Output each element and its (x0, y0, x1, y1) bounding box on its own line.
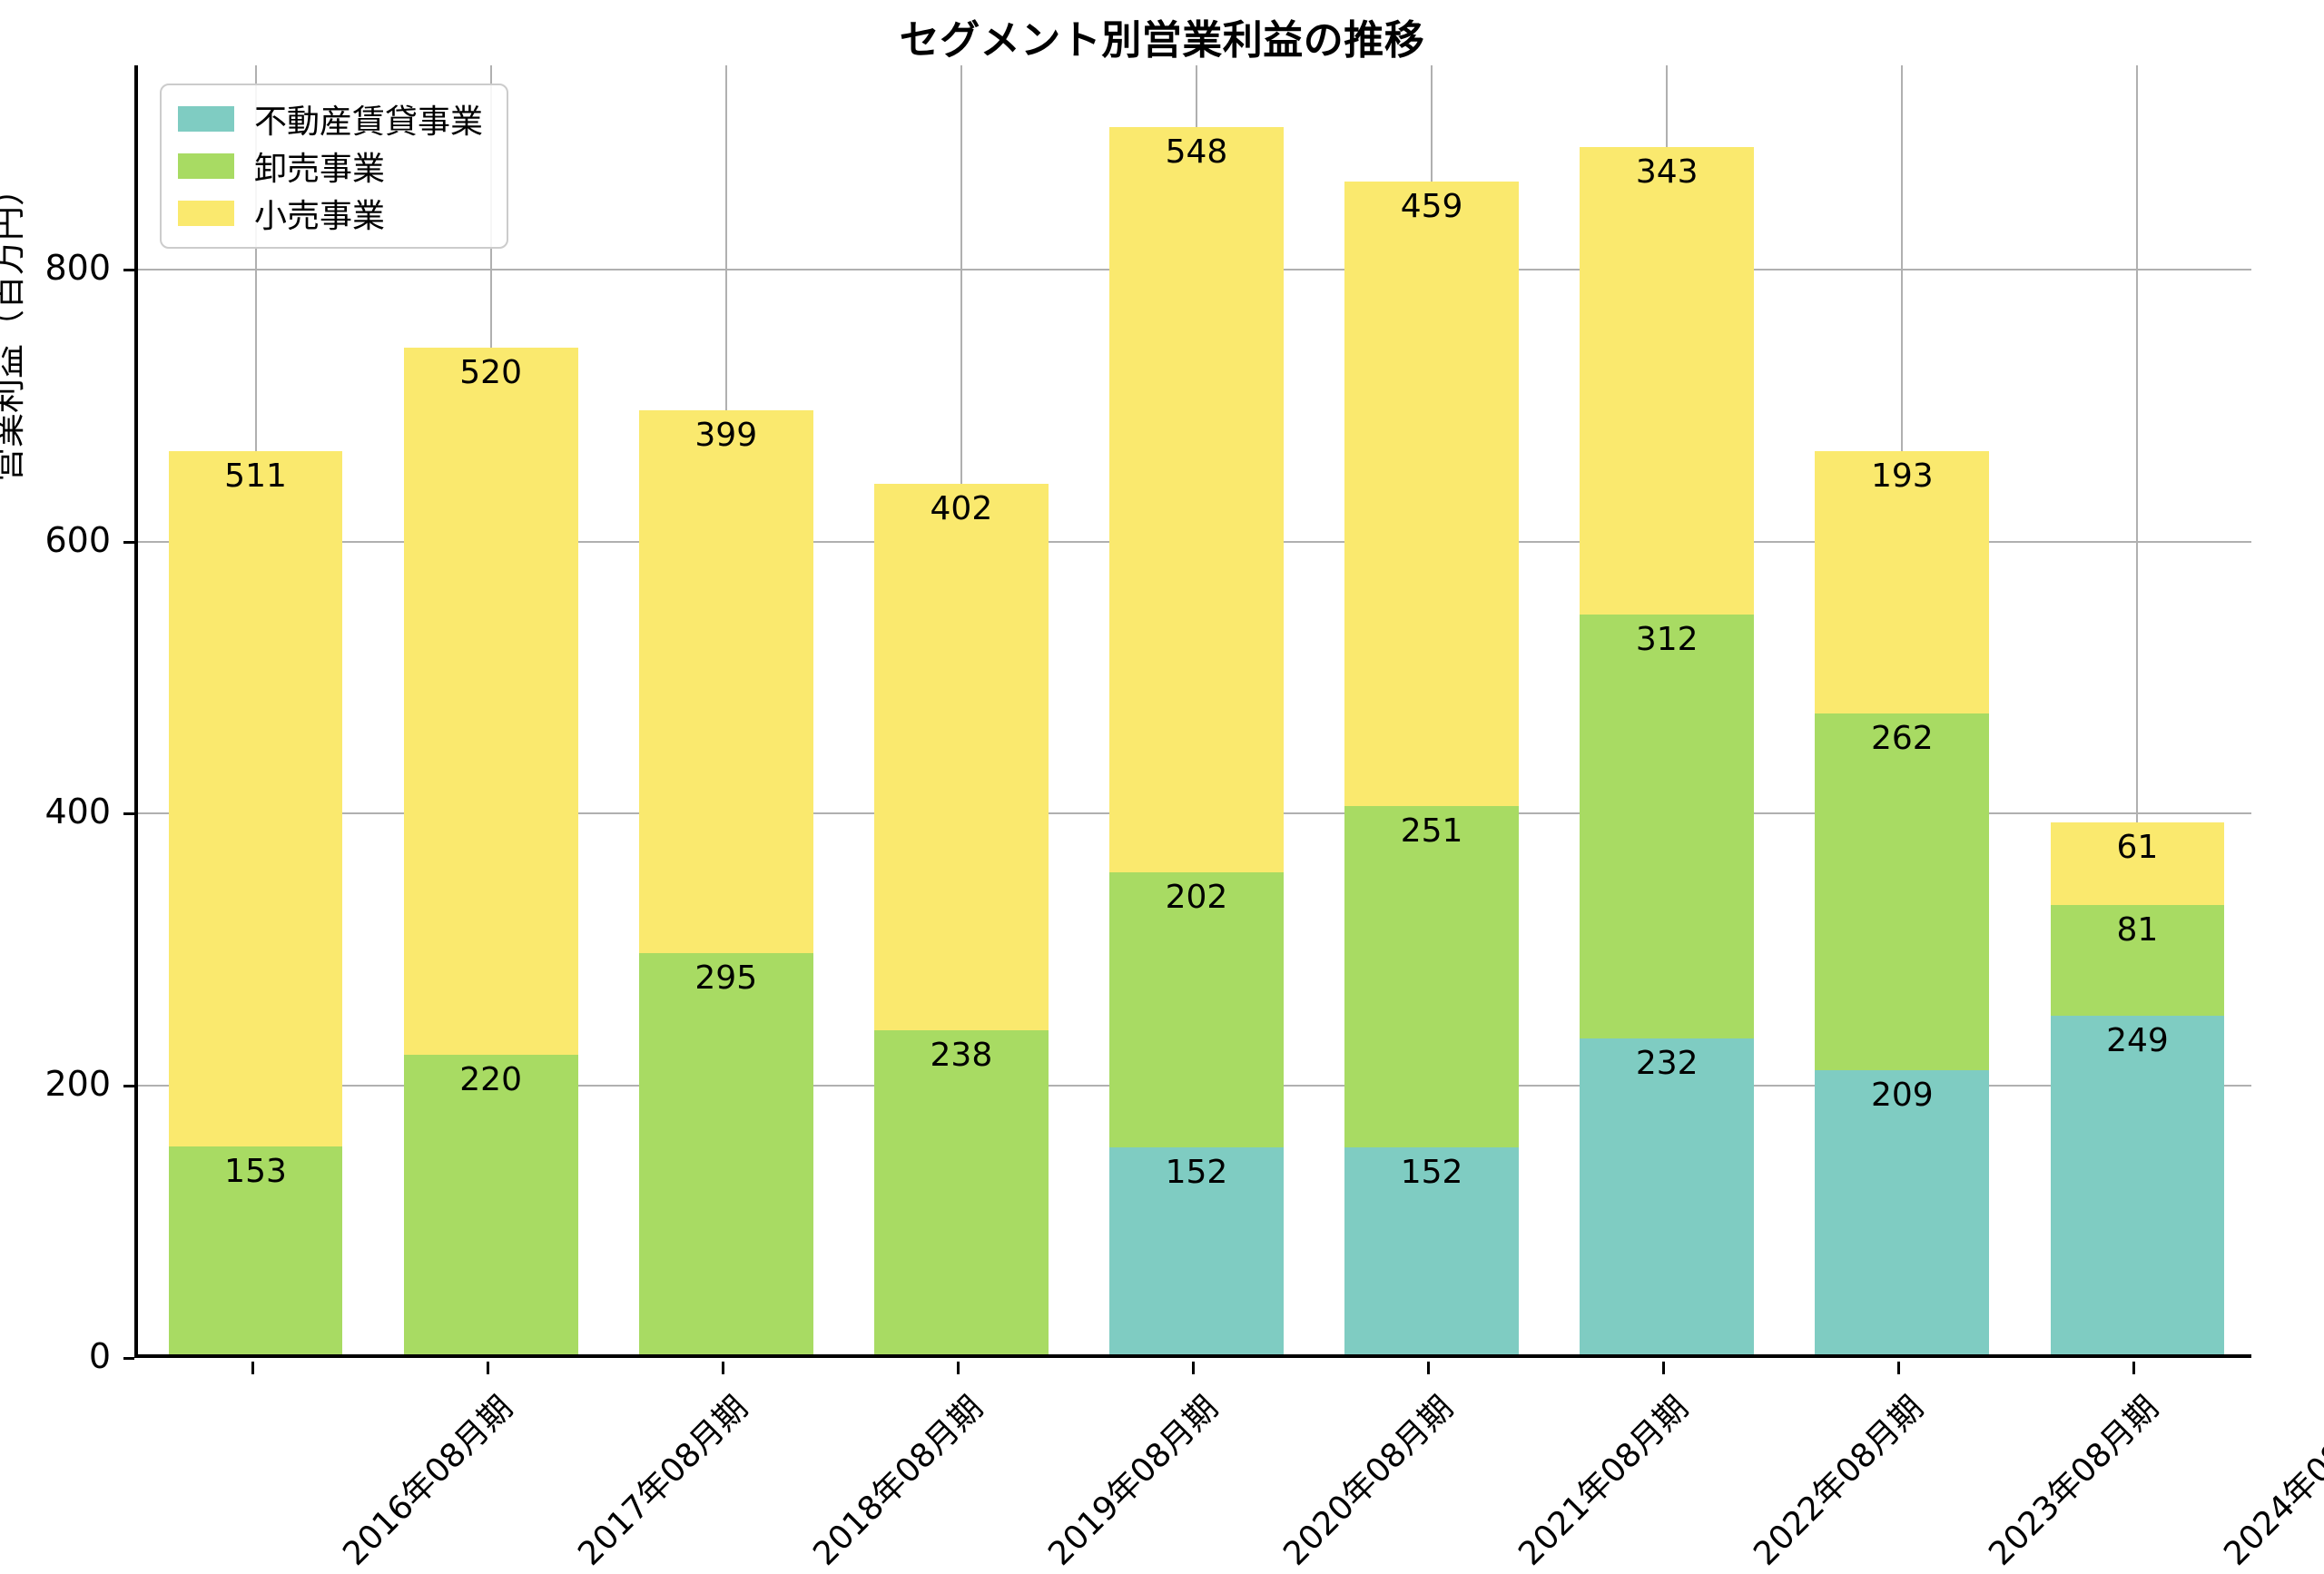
bar-value-label: 262 (1870, 720, 1934, 757)
bar-value-label: 343 (1635, 153, 1699, 192)
bar-segment[interactable] (1344, 181, 1519, 806)
bar-segment[interactable] (874, 1030, 1049, 1354)
bar-segment[interactable] (1815, 1069, 1990, 1354)
x-axis-tick (1662, 1362, 1666, 1374)
x-axis-tick (2132, 1362, 2136, 1374)
bar-segment[interactable] (1109, 1147, 1284, 1354)
bar-segment[interactable] (638, 409, 813, 953)
bar-value-label: 295 (694, 959, 758, 997)
x-axis-tick-label: 2021年08月期 (1512, 1389, 1696, 1573)
y-axis-tick (123, 1085, 134, 1088)
x-axis-tick (956, 1362, 960, 1374)
x-axis-tick (1192, 1362, 1195, 1374)
legend-item-label: 不動産賃貸事業 (254, 103, 484, 141)
bar-segment[interactable] (2050, 905, 2225, 1016)
y-axis-label: 営業利益（百万円） (0, 172, 28, 483)
chart-figure: セグメント別営業利益の推移 営業利益（百万円） 153 511 220 520 295 3… (0, 17, 2324, 1573)
bar-segment[interactable] (168, 1146, 343, 1354)
bar-value-label: 459 (1400, 187, 1463, 225)
legend-item[interactable]: 不動産賃貸事業 (178, 100, 483, 141)
bar-value-label: 209 (1870, 1076, 1934, 1114)
bar-segment[interactable] (1344, 805, 1519, 1148)
bar-segment[interactable] (1580, 1038, 1755, 1354)
legend-item-label: 卸売事業 (254, 151, 386, 188)
legend: 不動産賃貸事業 卸売事業小売事業 (160, 84, 509, 249)
bar-stack[interactable]: 153 511 (168, 65, 343, 1354)
bar-segment[interactable] (1580, 614, 1755, 1039)
bar-value-label: 399 (694, 416, 758, 454)
bar-value-label: 193 (1870, 457, 1934, 495)
x-axis-tick (486, 1362, 489, 1374)
bar-segment[interactable] (2050, 1015, 2225, 1354)
y-axis-tick-label: 200 (44, 1064, 111, 1105)
page-title: セグメント別営業利益の推移 (899, 17, 1425, 64)
x-axis-tick-label: 2016年08月期 (335, 1389, 520, 1573)
y-axis-tick (123, 540, 134, 544)
bar-segment[interactable] (1815, 713, 1990, 1070)
bar-value-label: 152 (1165, 1154, 1228, 1192)
x-axis-tick (721, 1362, 724, 1374)
bar-segment[interactable] (2050, 821, 2225, 906)
bar-segment[interactable] (1580, 147, 1755, 615)
bar-stack[interactable]: 238 402 (874, 65, 1049, 1354)
bar-segment[interactable] (168, 450, 343, 1146)
bar-value-label: 312 (1635, 620, 1699, 658)
x-axis-tick-label: 2024年08月期 (2217, 1389, 2324, 1573)
bar-stack[interactable]: 220 520 (403, 65, 578, 1354)
bar-value-label: 251 (1400, 812, 1463, 850)
x-axis-tick (1897, 1362, 1901, 1374)
plot-area: 153 511 220 520 295 399 238 402 152 202 548 152 251 4… (134, 65, 2251, 1358)
bar-value-label: 548 (1165, 133, 1228, 171)
y-axis-tick (123, 812, 134, 816)
legend-swatch-icon (178, 153, 234, 179)
bar-value-label: 232 (1635, 1045, 1699, 1083)
x-axis-tick-label: 2019年08月期 (1041, 1389, 1226, 1573)
bar-stack[interactable]: 249 81 61 (2050, 65, 2225, 1354)
x-axis-tick-label: 2022年08月期 (1747, 1389, 1932, 1573)
y-axis-tick-label: 800 (44, 247, 111, 288)
bar-stack[interactable]: 295 399 (638, 65, 813, 1354)
legend-swatch-icon (178, 201, 234, 226)
bar-value-label: 402 (930, 489, 993, 527)
bar-value-label: 238 (930, 1037, 993, 1075)
bar-segment[interactable] (1344, 1147, 1519, 1354)
bar-stack[interactable]: 152 202 548 (1109, 65, 1284, 1354)
bar-value-label: 511 (224, 457, 287, 495)
legend-item[interactable]: 卸売事業 (178, 147, 483, 188)
bar-stack[interactable]: 232 312 343 (1580, 65, 1755, 1354)
x-axis-tick-label: 2023年08月期 (1982, 1389, 2167, 1573)
y-axis-tick-label: 400 (44, 792, 111, 832)
x-axis-tick-label: 2020年08月期 (1276, 1389, 1461, 1573)
bar-value-label: 152 (1400, 1154, 1463, 1192)
bar-value-label: 81 (2116, 911, 2159, 949)
legend-item-label: 小売事業 (254, 198, 386, 235)
x-axis-tick (1427, 1362, 1431, 1374)
bar-value-label: 153 (224, 1152, 287, 1190)
bar-segment[interactable] (403, 1055, 578, 1354)
bar-value-label: 220 (459, 1061, 522, 1099)
legend-swatch-icon (178, 106, 234, 132)
bar-value-label: 520 (459, 353, 522, 391)
legend-item[interactable]: 小売事業 (178, 194, 483, 235)
x-axis-tick (251, 1362, 254, 1374)
bar-stack[interactable]: 209 262 193 (1815, 65, 1990, 1354)
bar-segment[interactable] (1109, 872, 1284, 1148)
y-axis-tick-label: 600 (44, 519, 111, 560)
bar-value-label: 249 (2106, 1021, 2169, 1059)
x-axis-tick-label: 2018年08月期 (806, 1389, 990, 1573)
bar-value-label: 61 (2116, 828, 2159, 866)
bar-segment[interactable] (638, 952, 813, 1354)
bar-segment[interactable] (1109, 126, 1284, 873)
y-axis-tick (123, 268, 134, 271)
bar-segment[interactable] (1815, 450, 1990, 713)
y-axis-tick (123, 1357, 134, 1360)
bar-segment[interactable] (874, 483, 1049, 1031)
bar-value-label: 202 (1165, 879, 1228, 917)
gridline-vertical (2136, 65, 2139, 1354)
x-axis-tick-label: 2017年08月期 (570, 1389, 755, 1573)
y-axis-tick-label: 0 (88, 1336, 111, 1376)
bar-stack[interactable]: 152 251 459 (1344, 65, 1519, 1354)
bar-segment[interactable] (403, 347, 578, 1056)
bars-container: 153 511 220 520 295 399 238 402 152 202 548 152 251 4… (138, 65, 2251, 1354)
